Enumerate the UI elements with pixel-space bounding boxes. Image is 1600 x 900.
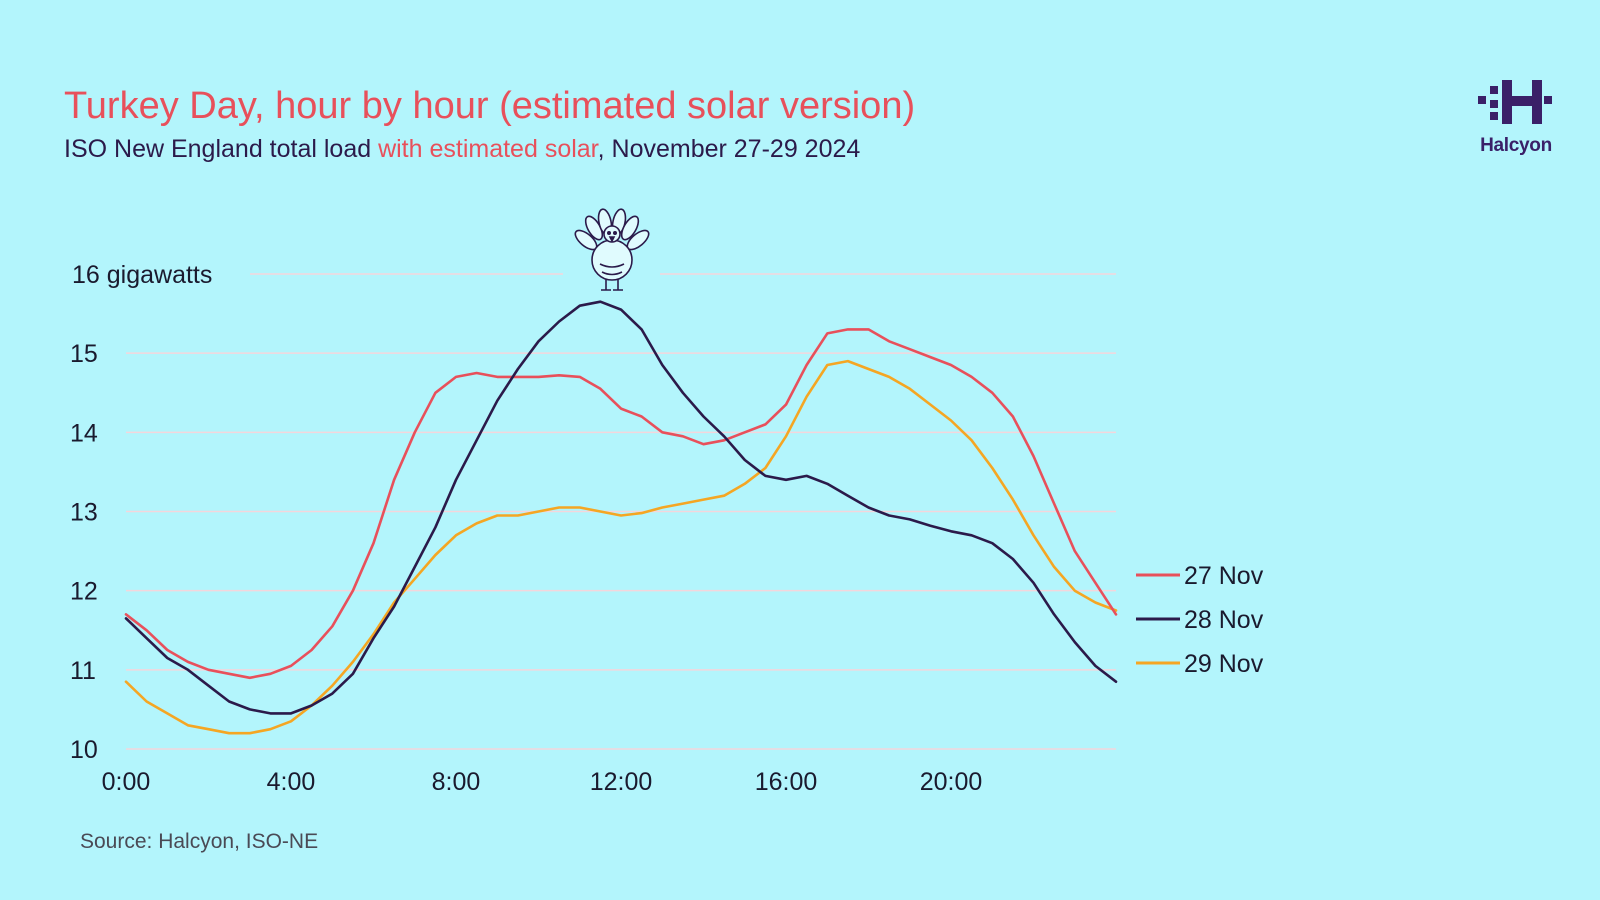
y-tick-label: 16 gigawatts bbox=[72, 261, 212, 289]
chart-title: Turkey Day, hour by hour (estimated sola… bbox=[64, 85, 916, 127]
y-tick-label: 10 bbox=[70, 736, 98, 764]
legend-item-27-nov[interactable]: 27 Nov bbox=[1136, 562, 1264, 590]
y-tick-label: 13 bbox=[70, 499, 98, 527]
halcyon-logo-icon bbox=[1478, 80, 1552, 124]
y-tick-label: 15 bbox=[70, 340, 98, 368]
x-tick-label: 16:00 bbox=[755, 768, 818, 796]
series-line-29-nov bbox=[124, 359, 1118, 735]
legend-item-28-nov[interactable]: 28 Nov bbox=[1136, 606, 1264, 634]
chart-subtitle: ISO New England total load with estimate… bbox=[64, 134, 860, 164]
x-axis-ticks: 0:00 4:00 8:00 12:00 16:00 20:00 bbox=[102, 768, 983, 796]
y-tick-label: 14 bbox=[70, 419, 98, 447]
legend-label: 28 Nov bbox=[1184, 606, 1264, 634]
x-tick-label: 0:00 bbox=[102, 768, 151, 796]
series-lines bbox=[124, 300, 1118, 735]
y-tick-label: 11 bbox=[70, 657, 96, 685]
series-line-28-nov bbox=[124, 300, 1118, 715]
gridlines bbox=[126, 273, 1116, 750]
legend-label: 29 Nov bbox=[1184, 650, 1264, 678]
logo-text: Halcyon bbox=[1480, 135, 1552, 156]
legend-label: 27 Nov bbox=[1184, 562, 1264, 590]
turkey-icon bbox=[574, 208, 650, 291]
series-line-27-nov bbox=[124, 328, 1118, 680]
subtitle-suffix: , November 27-29 2024 bbox=[597, 135, 861, 163]
legend: 27 Nov 28 Nov 29 Nov bbox=[1136, 562, 1264, 678]
legend-item-29-nov[interactable]: 29 Nov bbox=[1136, 650, 1264, 678]
x-tick-label: 8:00 bbox=[432, 768, 481, 796]
subtitle-highlight: with estimated solar bbox=[378, 135, 598, 163]
x-tick-label: 20:00 bbox=[920, 768, 983, 796]
x-tick-label: 4:00 bbox=[267, 768, 316, 796]
y-axis-ticks: 10 11 12 13 14 15 16 gigawatts bbox=[70, 261, 212, 764]
x-tick-label: 12:00 bbox=[590, 768, 653, 796]
subtitle-prefix: ISO New England total load bbox=[64, 135, 379, 163]
y-tick-label: 12 bbox=[70, 578, 98, 606]
halcyon-logo[interactable]: Halcyon bbox=[1476, 80, 1556, 157]
source-note: Source: Halcyon, ISO-NE bbox=[80, 830, 319, 853]
